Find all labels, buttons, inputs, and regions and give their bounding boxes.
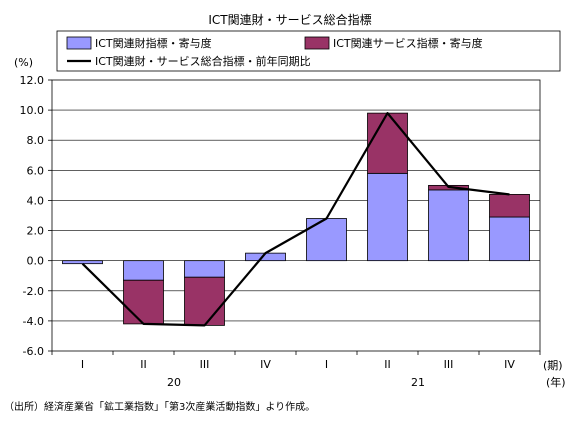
y-tick-label: 12.0 [20,74,45,87]
x-tick-label: III [200,358,210,371]
bar-series2 [367,112,408,174]
legend: ICT関連財指標・寄与度 ICT関連サービス指標・寄与度 ICT関連財・サービス… [56,30,561,72]
x-tick-label: III [444,358,454,371]
year-label: 21 [411,376,425,389]
y-tick-label: -6.0 [23,345,44,358]
x-tick-label: IV [504,358,515,371]
x-year-unit: (年) [546,375,566,389]
chart-title: ICT関連財・サービス総合指標 [208,12,371,27]
legend-swatch-services [304,36,330,50]
y-tick-label: 4.0 [27,194,45,207]
bar-series2 [123,279,164,325]
bar-series1 [123,260,164,281]
bar-series1 [306,218,347,262]
legend-label-services: ICT関連サービス指標・寄与度 [333,36,483,50]
bar-series2 [489,194,530,218]
x-tick-label: II [384,358,391,371]
bar-series1 [428,189,469,262]
x-period-unit: (期) [543,359,563,372]
source-note: （出所）経済産業省「鉱工業指数」「第3次産業活動指数」より作成。 [4,402,316,413]
y-tick-label: -2.0 [23,285,44,298]
y-tick-label: 10.0 [20,104,45,117]
x-tick-label: IV [260,358,271,371]
legend-swatch-goods [66,36,92,50]
line-series-total [81,112,510,327]
bar-series1 [62,260,103,265]
plot-area: -6.0-4.0-2.00.02.04.06.08.010.012.0I II II… [20,74,541,389]
bar-series1 [489,216,530,262]
y-tick-label: 6.0 [27,164,45,177]
y-tick-label: 0.0 [27,255,45,268]
y-tick-label: 8.0 [27,134,45,147]
y-tick-label: 2.0 [27,225,45,238]
bar-series2 [184,276,225,326]
y-unit-label: (%) [14,56,33,69]
x-tick-label: I [81,358,84,371]
x-tick-label: I [325,358,328,371]
x-tick-label: II [140,358,147,371]
year-label: 20 [167,376,181,389]
bar-series1 [367,172,408,262]
legend-label-goods: ICT関連財指標・寄与度 [95,36,212,50]
bar-series1 [184,260,225,278]
y-tick-label: -4.0 [23,315,44,328]
legend-label-total: ICT関連財・サービス総合指標・前年同期比 [95,54,311,68]
